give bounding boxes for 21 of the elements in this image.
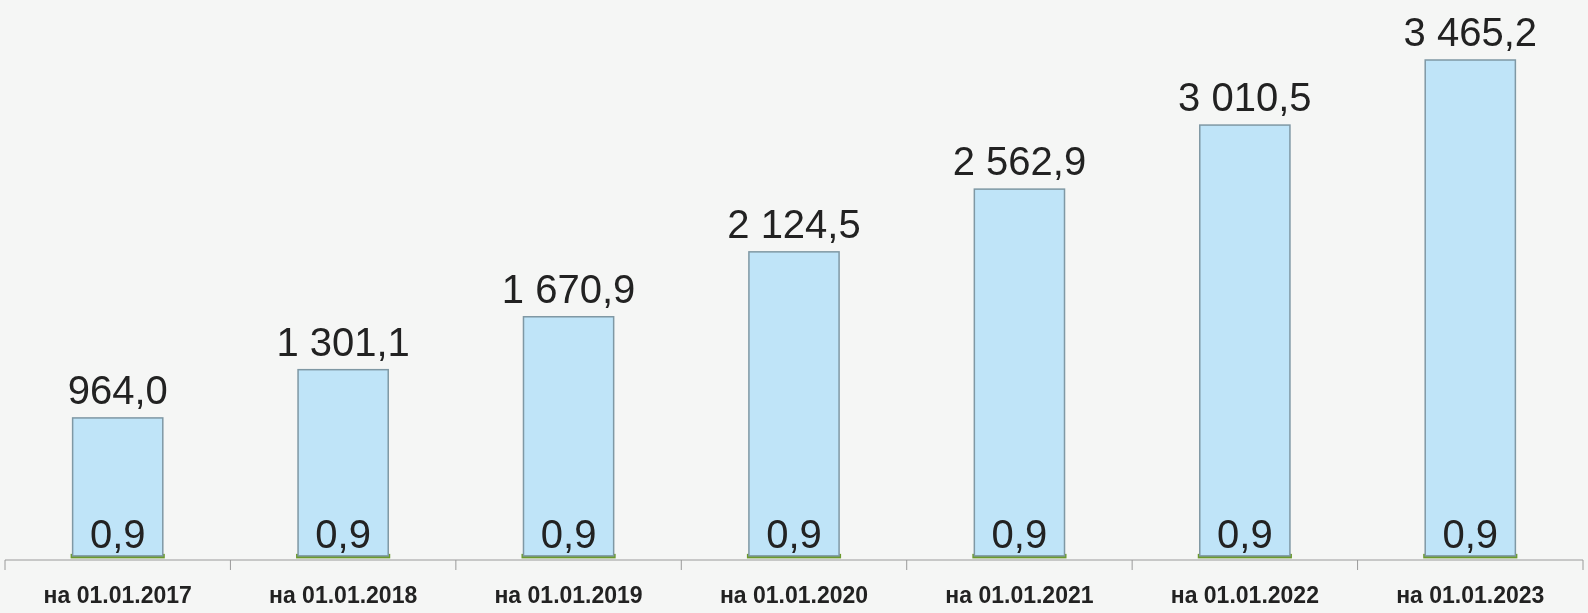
x-tick-label: на 01.01.2018 — [269, 582, 418, 608]
data-label: 0,9 — [1442, 511, 1499, 556]
data-label: 1 670,9 — [501, 266, 636, 311]
data-label: 964,0 — [67, 367, 168, 412]
data-label: 0,9 — [315, 511, 371, 556]
data-label: 2 562,9 — [952, 139, 1087, 184]
x-tick-label: на 01.01.2017 — [43, 582, 192, 608]
data-label: 0,9 — [1217, 511, 1273, 556]
data-label: 1 301,1 — [276, 319, 410, 364]
data-label: 0,9 — [540, 511, 597, 556]
x-tick-label: на 01.01.2022 — [1170, 582, 1319, 608]
data-label: 0,9 — [991, 511, 1048, 556]
data-label: 0,9 — [89, 511, 146, 556]
data-label: 0,9 — [766, 511, 822, 556]
data-label: 3 010,5 — [1178, 75, 1312, 120]
data-label: 3 465,2 — [1403, 10, 1538, 54]
x-tick-label: на 01.01.2023 — [1396, 582, 1545, 608]
x-tick-label: на 01.01.2020 — [719, 582, 869, 608]
x-tick-label: на 01.01.2019 — [494, 582, 643, 608]
data-label: 2 124,5 — [727, 201, 861, 246]
x-tick-label: на 01.01.2021 — [945, 582, 1094, 608]
